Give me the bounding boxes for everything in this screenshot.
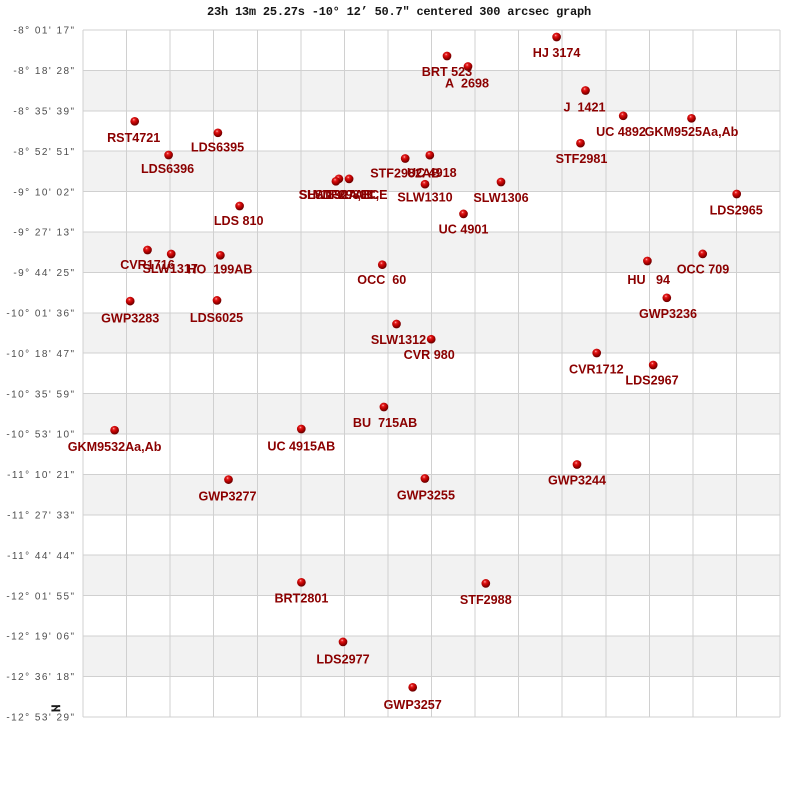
- svg-text:GKM9525Aa,Ab: GKM9525Aa,Ab: [645, 125, 739, 139]
- svg-text:23h 13m 25.27s -10° 12’ 50.7": 23h 13m 25.27s -10° 12’ 50.7" centered 3…: [207, 5, 591, 19]
- svg-text:BRT2801: BRT2801: [274, 592, 328, 606]
- svg-text:-12° 53' 29": -12° 53' 29": [6, 713, 75, 724]
- svg-text:GWP3257: GWP3257: [384, 698, 442, 712]
- svg-text:-8° 18' 28": -8° 18' 28": [13, 66, 75, 77]
- svg-text:SLW1307AB: SLW1307AB: [299, 188, 373, 202]
- svg-text:-10° 01' 36": -10° 01' 36": [6, 309, 75, 320]
- svg-text:OCC 709: OCC 709: [677, 263, 730, 277]
- svg-text:A 2698: A 2698: [445, 76, 489, 90]
- svg-text:-9° 10' 02": -9° 10' 02": [13, 187, 75, 198]
- svg-text:RST4721: RST4721: [107, 131, 160, 145]
- svg-text:GWP3283: GWP3283: [101, 312, 159, 326]
- svg-text:HO 199AB: HO 199AB: [187, 263, 252, 277]
- svg-text:STF2981: STF2981: [556, 152, 608, 166]
- svg-text:-10° 18' 47": -10° 18' 47": [6, 349, 75, 360]
- svg-text:-12° 36' 18": -12° 36' 18": [6, 672, 75, 683]
- svg-text:OCC 60: OCC 60: [357, 273, 406, 287]
- svg-text:-12° 19' 06": -12° 19' 06": [6, 632, 75, 643]
- svg-text:LDS6395: LDS6395: [191, 141, 244, 155]
- svg-text:UC 4918: UC 4918: [407, 166, 457, 180]
- svg-text:J 1421: J 1421: [563, 100, 605, 114]
- svg-text:LDS6396: LDS6396: [141, 162, 194, 176]
- svg-text:-8° 52' 51": -8° 52' 51": [13, 147, 75, 158]
- svg-text:SLW1306: SLW1306: [473, 191, 528, 205]
- svg-text:LDS2967: LDS2967: [625, 373, 678, 387]
- svg-text:-9° 27' 13": -9° 27' 13": [13, 228, 75, 239]
- svg-text:SLW1312: SLW1312: [371, 333, 426, 347]
- svg-text:CVR1716: CVR1716: [120, 258, 175, 272]
- svg-text:HU 94: HU 94: [627, 273, 670, 287]
- svg-text:-12° 01' 55": -12° 01' 55": [6, 591, 75, 602]
- svg-text:SH-1892A,BC: SH-1892A,BC: [299, 188, 380, 202]
- svg-text:-10° 35' 59": -10° 35' 59": [6, 389, 75, 400]
- svg-text:BRT 523: BRT 523: [422, 65, 472, 79]
- svg-text:-9° 44' 25": -9° 44' 25": [13, 268, 75, 279]
- svg-text:SLW1310: SLW1310: [397, 191, 452, 205]
- svg-text:-8° 01' 17": -8° 01' 17": [13, 26, 75, 37]
- svg-text:LDS6025: LDS6025: [190, 311, 243, 325]
- svg-text:GWP3236: GWP3236: [639, 307, 697, 321]
- svg-text:GKM9532Aa,Ab: GKM9532Aa,Ab: [68, 440, 162, 454]
- svg-text:-10° 53' 10": -10° 53' 10": [6, 430, 75, 441]
- svg-text:CVR1712: CVR1712: [569, 362, 624, 376]
- svg-text:-8° 35' 39": -8° 35' 39": [13, 107, 75, 118]
- svg-text:STF2980C,E: STF2980C,E: [315, 188, 388, 202]
- svg-text:UC 4892: UC 4892: [596, 125, 646, 139]
- svg-text:UC 4901: UC 4901: [439, 223, 489, 237]
- svg-text:LDS2977: LDS2977: [316, 653, 369, 667]
- svg-text:GWP3277: GWP3277: [198, 489, 256, 503]
- svg-text:LDS 810: LDS 810: [214, 214, 264, 228]
- svg-text:UC 4915AB: UC 4915AB: [267, 440, 335, 454]
- svg-text:-11° 44' 44": -11° 44' 44": [7, 551, 75, 562]
- svg-text:HJ 3174: HJ 3174: [533, 46, 581, 60]
- svg-text:-11° 10' 21": -11° 10' 21": [7, 470, 75, 481]
- svg-text:-11° 27' 33": -11° 27' 33": [7, 511, 75, 522]
- svg-text:SLW1317: SLW1317: [143, 262, 198, 276]
- svg-text:BU 715AB: BU 715AB: [353, 416, 417, 430]
- svg-text:STF2982AB: STF2982AB: [370, 166, 440, 180]
- svg-text:LDS2965: LDS2965: [710, 203, 763, 217]
- svg-text:GWP3255: GWP3255: [397, 488, 455, 502]
- svg-text:GWP3244: GWP3244: [548, 473, 606, 487]
- svg-text:STF2988: STF2988: [460, 593, 512, 607]
- svg-text:CVR 980: CVR 980: [404, 348, 455, 362]
